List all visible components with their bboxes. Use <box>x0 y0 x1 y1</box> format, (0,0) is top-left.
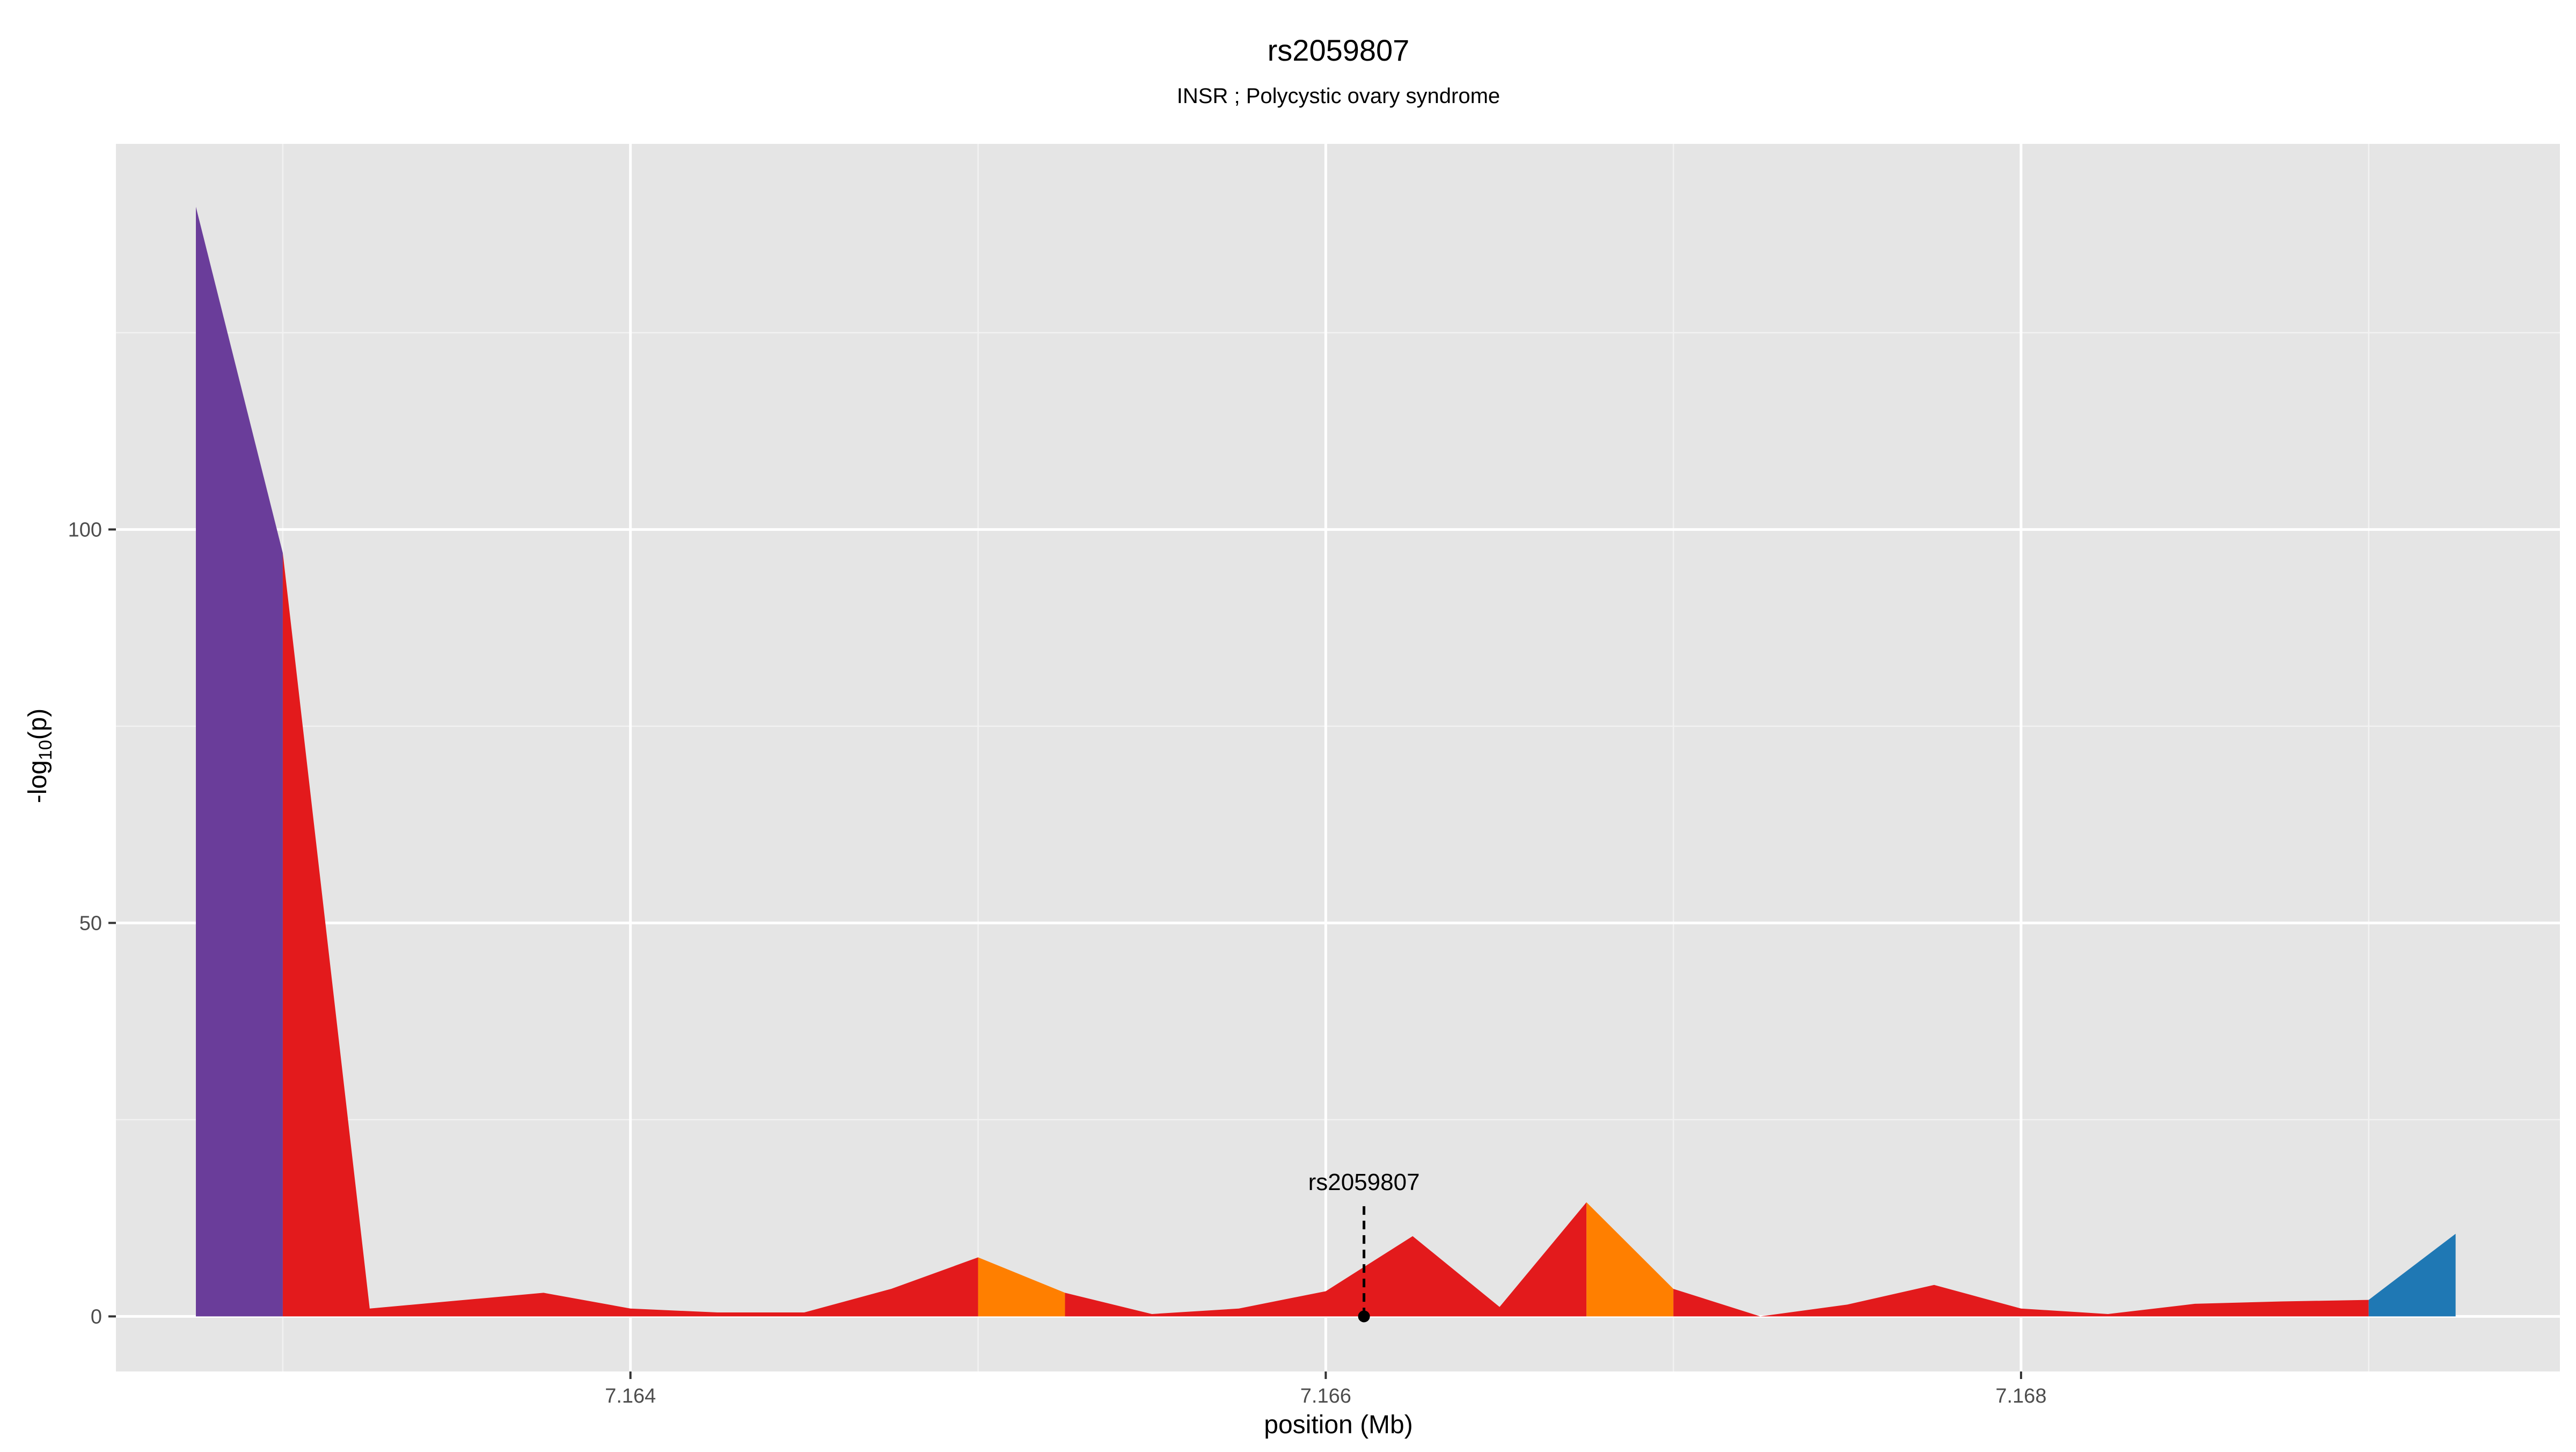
area-segment-red <box>1065 1202 1587 1317</box>
area-segment-red <box>1673 1285 2369 1317</box>
x-axis: 7.164 7.166 7.168 <box>605 1371 2046 1407</box>
area-segment-purple <box>195 207 283 1317</box>
plot-panel <box>116 144 2560 1371</box>
area-segment-orange <box>1586 1202 1674 1317</box>
area-segment-blue <box>2368 1234 2456 1317</box>
y-axis-label-subscript: 10 <box>35 740 56 760</box>
marker-point <box>1358 1310 1370 1323</box>
y-axis: 0 50 100 <box>68 519 116 1328</box>
y-axis-label-tail: (p) <box>24 709 52 740</box>
x-tick-label: 7.166 <box>1300 1385 1351 1407</box>
area-segment-orange <box>978 1257 1065 1317</box>
x-axis-label: position (Mb) <box>1264 1411 1413 1439</box>
x-tick-label: 7.164 <box>605 1385 656 1407</box>
chart-title: rs2059807 <box>1268 33 1410 67</box>
snp-marker: rs2059807 <box>1308 1169 1420 1323</box>
area-segment-red <box>282 553 978 1317</box>
area-series <box>195 207 2456 1317</box>
minor-gridlines <box>116 144 2560 1371</box>
y-tick-label: 100 <box>68 519 102 541</box>
y-axis-label-main: -log <box>24 760 52 803</box>
y-tick-label: 0 <box>91 1305 102 1328</box>
chart-subtitle: INSR ; Polycystic ovary syndrome <box>1177 84 1500 108</box>
x-tick-label: 7.168 <box>1995 1385 2046 1407</box>
marker-label: rs2059807 <box>1308 1169 1420 1195</box>
y-tick-label: 50 <box>79 912 102 935</box>
y-axis-label: -log10(p) <box>24 709 56 804</box>
